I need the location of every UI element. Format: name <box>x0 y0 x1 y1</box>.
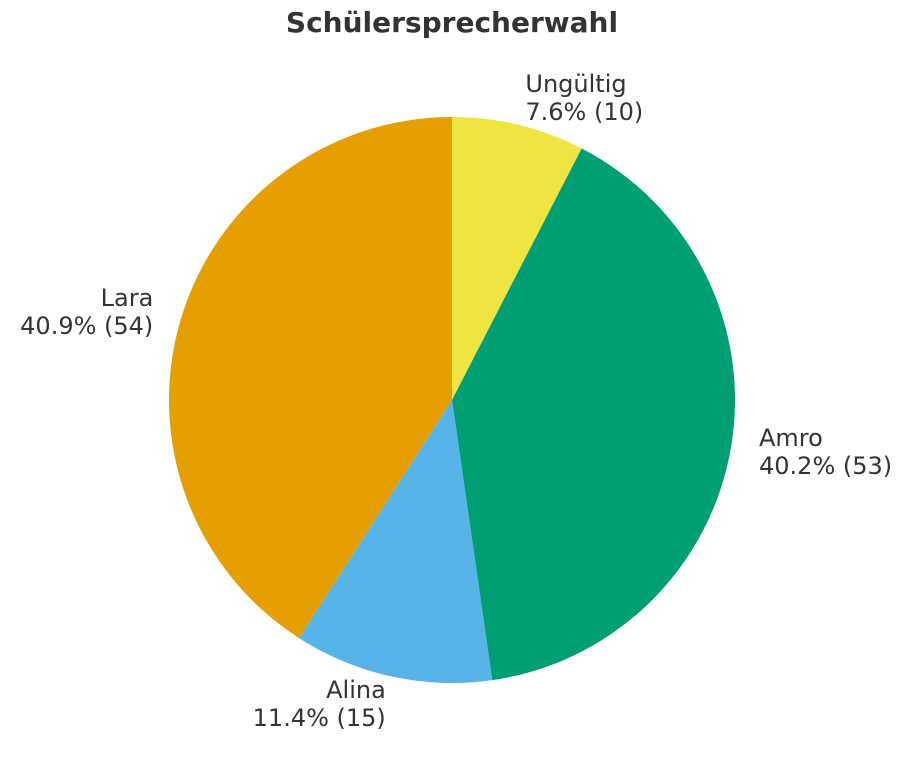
slice-label-ungültig: Ungültig 7.6% (10) <box>525 70 643 126</box>
slice-label-name: Alina <box>326 676 386 705</box>
chart-title: Schülersprecherwahl <box>285 6 619 39</box>
slice-label-value: 40.2% (53) <box>759 451 893 480</box>
slice-label-name: Lara <box>100 284 154 313</box>
slice-label-alina: Alina 11.4% (15) <box>253 676 386 732</box>
slice-label-name: Amro <box>759 423 823 452</box>
pie-slice-alina <box>299 400 493 683</box>
slice-label-lara: Lara 40.9% (54) <box>20 284 153 340</box>
slice-label-value: 7.6% (10) <box>525 97 644 126</box>
slice-label-amro: Amro 40.2% (53) <box>759 424 892 480</box>
pie-slice-lara <box>169 117 453 639</box>
slice-label-name: Ungültig <box>525 69 627 98</box>
pie-slice-amro <box>452 148 736 681</box>
slice-label-value: 40.9% (54) <box>20 312 154 341</box>
pie-slice-ungültig <box>452 117 582 400</box>
slice-label-value: 11.4% (15) <box>252 704 386 733</box>
